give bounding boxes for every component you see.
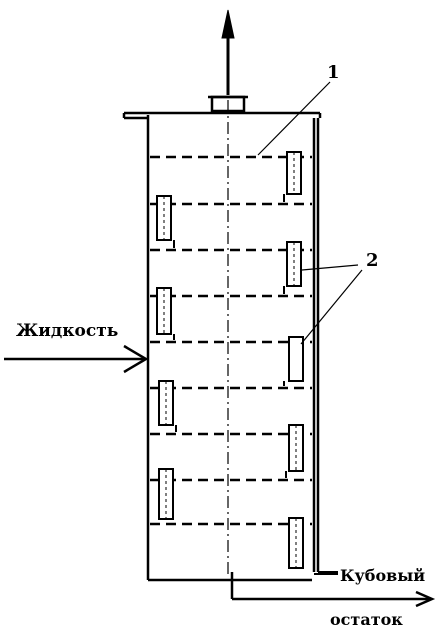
- vapor-outlet-arrow: [221, 9, 235, 95]
- downcomer: [283, 241, 302, 294]
- callout-1: 1: [327, 62, 340, 83]
- column-shell: [122, 111, 338, 582]
- downcomer: [285, 424, 304, 478]
- bottoms-outlet-arrow: [230, 572, 436, 608]
- label-bottoms-line2: остаток: [330, 610, 403, 629]
- label-liquid: Жидкость: [16, 321, 118, 341]
- downcomers: [156, 151, 304, 569]
- label-bottoms-line1: Кубовый: [340, 566, 425, 585]
- downcomer: [283, 336, 304, 386]
- downcomer: [283, 151, 302, 202]
- downcomer: [288, 517, 304, 569]
- callout-leaders: [257, 81, 363, 345]
- downcomer: [156, 195, 175, 248]
- trays: [150, 155, 312, 526]
- downcomer: [158, 380, 177, 432]
- callout-2: 2: [366, 250, 379, 271]
- downcomer: [158, 468, 174, 520]
- downcomer: [156, 287, 175, 340]
- feed-arrow: [4, 344, 149, 374]
